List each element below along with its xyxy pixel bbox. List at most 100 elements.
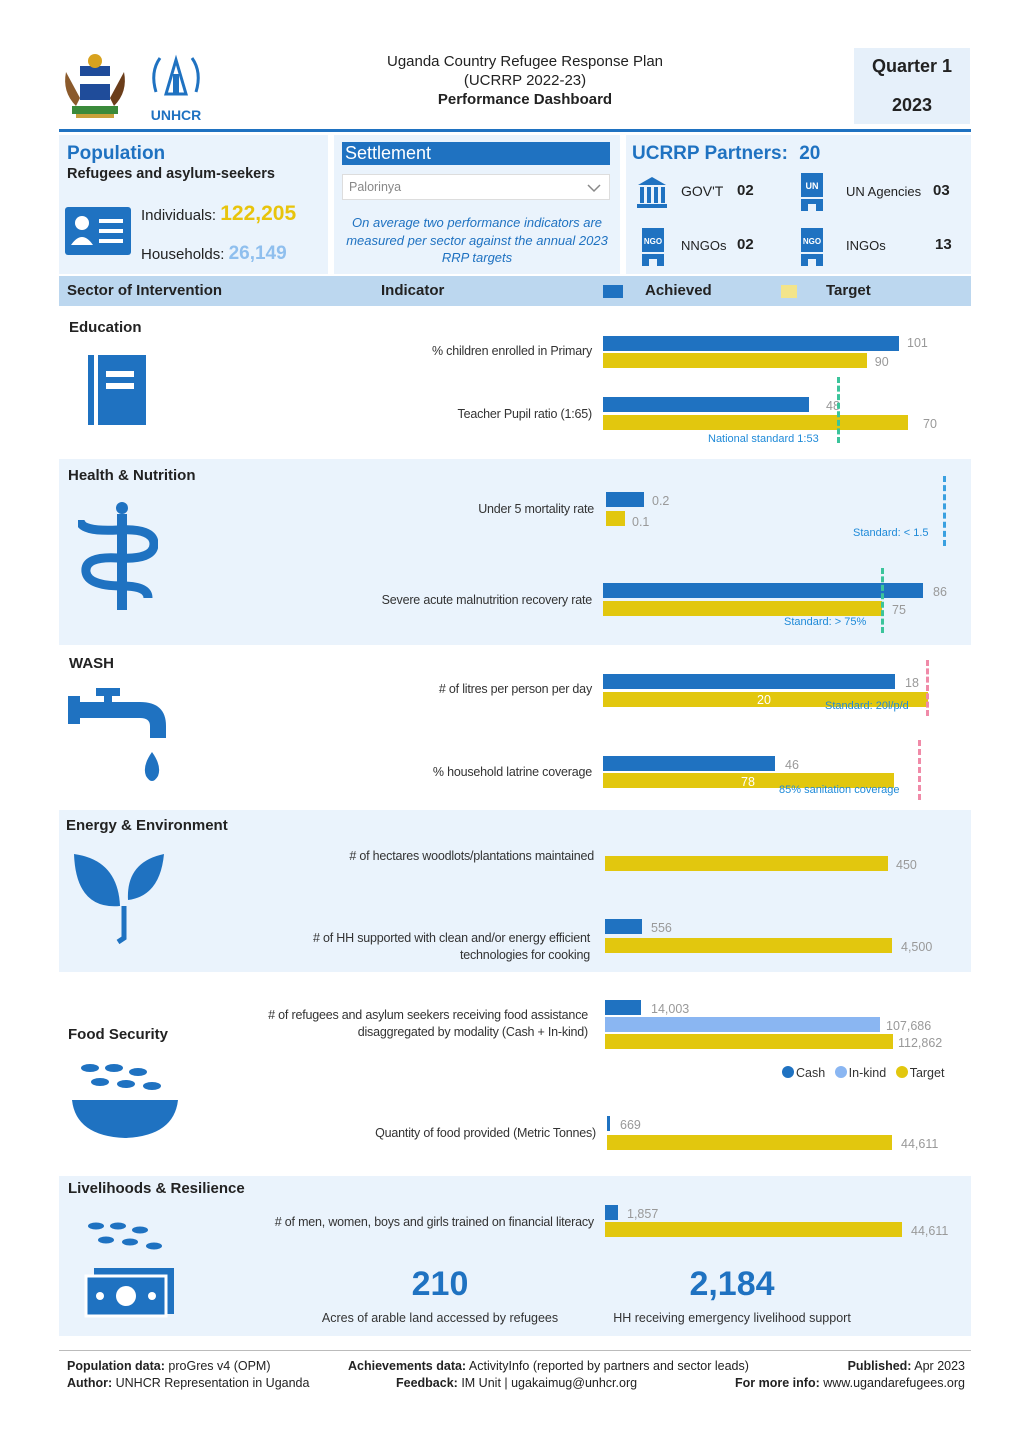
food-qty-achieved-bar xyxy=(607,1116,610,1131)
settlement-selected: Palorinya xyxy=(349,180,402,194)
ingo-icon: NGO xyxy=(799,228,825,266)
population-subtitle: Refugees and asylum-seekers xyxy=(67,166,275,182)
edu-ratio-target-bar xyxy=(603,415,909,430)
partner-un-value: 03 xyxy=(933,182,950,199)
legend-cash-dot xyxy=(782,1066,794,1078)
footer-divider xyxy=(59,1350,971,1351)
col-achieved: Achieved xyxy=(645,282,712,299)
footer-pop-label: Population data: xyxy=(67,1359,165,1373)
footer-author-value: UNHCR Representation in Uganda xyxy=(115,1376,310,1390)
col-target: Target xyxy=(826,282,871,299)
settlement-dropdown[interactable]: Palorinya xyxy=(342,174,610,200)
edu-ratio-achieved-value: 48 xyxy=(826,399,840,413)
footer-info-value: www.ugandarefugees.org xyxy=(823,1376,965,1390)
book-icon xyxy=(86,353,148,432)
cash-grain-icon xyxy=(84,1218,176,1323)
svg-text:NGO: NGO xyxy=(644,237,662,246)
legend-inkind-dot xyxy=(834,1066,847,1078)
water-tap-icon xyxy=(68,686,168,791)
population-title: Population xyxy=(67,143,166,164)
highlight-hh-label: HH receiving emergency livelihood suppor… xyxy=(613,1311,851,1325)
partner-nngo-label: NNGOs xyxy=(681,238,727,253)
partners-header: UCRRP Partners: 20 xyxy=(632,143,820,165)
settlement-panel: Settlement Palorinya On average two perf… xyxy=(334,135,620,274)
grain-bowl-icon xyxy=(70,1058,180,1147)
indicator-label: % household latrine coverage xyxy=(432,765,592,779)
quarter-year: 2023 xyxy=(891,95,933,115)
sector-title-education: Education xyxy=(69,319,142,336)
wash-litres-standard-label: Standard: 20l/p/d xyxy=(825,700,909,712)
food-target-bar xyxy=(605,1034,893,1049)
footer-feedback-value: IM Unit | ugakaimug@unhcr.org xyxy=(461,1376,638,1390)
food-inkind-bar xyxy=(605,1017,880,1032)
edu-standard-line xyxy=(837,377,840,443)
footer-pub-label: Published: xyxy=(847,1359,912,1373)
food-cash-value: 14,003 xyxy=(651,1002,690,1016)
government-building-icon xyxy=(636,175,668,209)
food-qty-target-bar xyxy=(607,1135,892,1150)
legend-target-swatch xyxy=(781,285,797,298)
sector-title-food: Food Security xyxy=(68,1026,169,1043)
partner-ingo-label: INGOs xyxy=(846,238,886,253)
wash-latrine-target-bar xyxy=(603,773,894,788)
legend-target-label: Target xyxy=(909,1066,945,1080)
legend-achieved-swatch xyxy=(603,285,623,298)
edu-standard-label: National standard 1:53 xyxy=(708,433,819,445)
partner-un-label: UN Agencies xyxy=(846,184,922,199)
households-value: 26,149 xyxy=(228,243,287,264)
wash-latrine-standard-label: 85% sanitation coverage xyxy=(779,784,900,796)
footer-middle: Achievements data: ActivityInfo (reporte… xyxy=(348,1358,749,1392)
partners-title: UCRRP Partners: xyxy=(632,143,788,164)
sector-title-wash: WASH xyxy=(69,655,114,672)
settlement-title: Settlement xyxy=(342,142,610,165)
individuals-label: Individuals: xyxy=(141,207,217,224)
wash-latrine-achieved-bar xyxy=(603,756,775,771)
footer-info-label: For more info: xyxy=(735,1376,820,1390)
partners-panel: UCRRP Partners: 20 GOV'T 02 UN UN Agenci… xyxy=(626,135,971,274)
households-row: Households: 26,149 xyxy=(141,243,287,265)
edu-enrol-target-bar xyxy=(603,353,867,368)
population-panel: Population Refugees and asylum-seekers I… xyxy=(59,135,328,274)
indicator-label: # of litres per person per day xyxy=(438,682,592,696)
footer-ach-value: ActivityInfo (reported by partners and s… xyxy=(468,1359,749,1373)
partner-ingo-value: 13 xyxy=(935,236,952,253)
dashboard-title: Uganda Country Refugee Response Plan (UC… xyxy=(300,52,750,109)
title-line-1: Uganda Country Refugee Response Plan xyxy=(386,53,663,70)
legend-inkind-label: In-kind xyxy=(848,1066,887,1080)
seedling-icon xyxy=(70,850,166,951)
footer-left: Population data: proGres v4 (OPM) Author… xyxy=(67,1358,309,1392)
id-card-icon xyxy=(65,207,131,255)
food-cash-bar xyxy=(605,1000,641,1015)
highlight-acres-label: Acres of arable land accessed by refugee… xyxy=(321,1311,559,1325)
indicator-label: Severe acute malnutrition recovery rate xyxy=(381,593,593,607)
edu-ratio-achieved-bar xyxy=(603,397,809,412)
wash-latrine-standard-line xyxy=(918,740,921,800)
partner-nngo-value: 02 xyxy=(737,236,754,253)
coat-of-arms-logo xyxy=(62,52,128,120)
food-target-value: 112,862 xyxy=(898,1036,943,1050)
unhcr-logo-text: UNHCR xyxy=(150,107,202,123)
legend-target-dot xyxy=(895,1066,908,1078)
caduceus-icon xyxy=(75,500,159,617)
quarter-label: Quarter 1 xyxy=(871,56,953,76)
nngo-icon: NGO xyxy=(640,228,666,266)
sector-title-livelihoods: Livelihoods & Resilience xyxy=(68,1180,245,1197)
unhcr-logo: UNHCR xyxy=(146,52,206,123)
legend-cash-label: Cash xyxy=(796,1066,826,1080)
food-inkind-value: 107,686 xyxy=(886,1019,932,1033)
indicator-label: # of refugees and asylum seekers receivi… xyxy=(268,1008,588,1039)
edu-enrol-target-value: 90 xyxy=(874,355,889,369)
edu-ratio-target-value: 70 xyxy=(923,417,937,431)
food-qty-achieved-value: 669 xyxy=(620,1118,641,1132)
un-agency-icon: UN xyxy=(799,173,825,211)
settlement-note: On average two performance indicators ar… xyxy=(346,215,608,265)
indicator-label: # of hectares woodlots/plantations maint… xyxy=(349,849,594,863)
partner-govt-value: 02 xyxy=(737,182,754,199)
svg-text:NGO: NGO xyxy=(803,237,821,246)
wash-litres-target-value: 20 xyxy=(757,693,771,707)
individuals-value: 122,205 xyxy=(220,202,297,225)
sector-title-energy: Energy & Environment xyxy=(66,817,228,834)
footer-author-label: Author: xyxy=(67,1376,113,1390)
footer-ach-label: Achievements data: xyxy=(348,1359,467,1373)
indicator-label: # of men, women, boys and girls trained … xyxy=(274,1215,594,1229)
